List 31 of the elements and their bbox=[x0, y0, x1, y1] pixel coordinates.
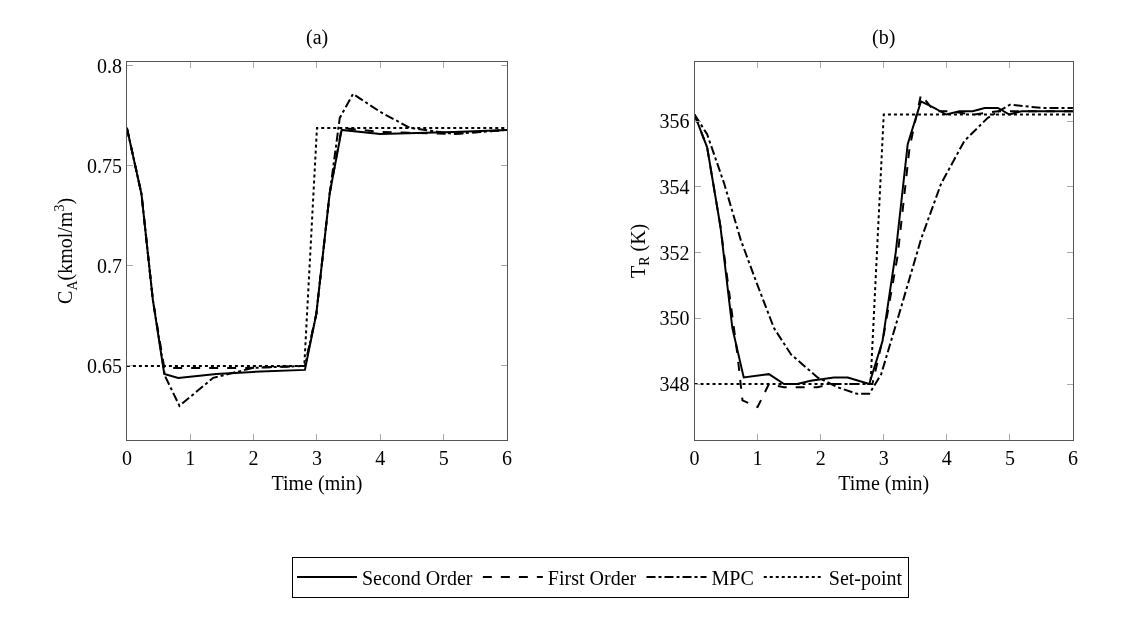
y-tick-label: 348 bbox=[659, 373, 690, 396]
x-tick-label: 2 bbox=[248, 446, 259, 469]
y-tick-label: 350 bbox=[659, 307, 690, 330]
legend-label: Second Order bbox=[361, 566, 473, 589]
x-tick-label: 4 bbox=[375, 446, 386, 469]
x-tick-label: 6 bbox=[1067, 446, 1078, 469]
y-tick-label: 0.8 bbox=[96, 54, 122, 77]
x-tick-label: 3 bbox=[311, 446, 322, 469]
x-tick-label: 3 bbox=[878, 446, 889, 469]
y-tick-label: 0.65 bbox=[86, 354, 122, 377]
x-tick-label: 4 bbox=[941, 446, 952, 469]
x-tick-label: 2 bbox=[815, 446, 826, 469]
x-tick-label: 5 bbox=[438, 446, 449, 469]
x-tick-label: 5 bbox=[1004, 446, 1015, 469]
x-tick-label: 0 bbox=[121, 446, 132, 469]
x-tick-label: 0 bbox=[689, 446, 700, 469]
x-axis-title: Time (min) bbox=[838, 472, 930, 496]
y-tick-label: 0.7 bbox=[96, 254, 122, 277]
y-tick-label: 352 bbox=[659, 241, 690, 264]
y-tick-label: 0.75 bbox=[86, 154, 122, 177]
y-tick-label: 356 bbox=[659, 110, 690, 133]
legend-label: First Order bbox=[547, 566, 637, 589]
x-tick-label: 1 bbox=[185, 446, 196, 469]
chart-title: (b) bbox=[872, 26, 896, 49]
x-tick-label: 6 bbox=[502, 446, 513, 469]
x-axis-title: Time (min) bbox=[271, 472, 363, 496]
y-tick-label: 354 bbox=[659, 175, 690, 198]
x-tick-label: 1 bbox=[752, 446, 763, 469]
legend-label: MPC bbox=[711, 566, 754, 589]
legend-label: Set-point bbox=[828, 566, 903, 590]
chart-title: (a) bbox=[306, 26, 329, 49]
